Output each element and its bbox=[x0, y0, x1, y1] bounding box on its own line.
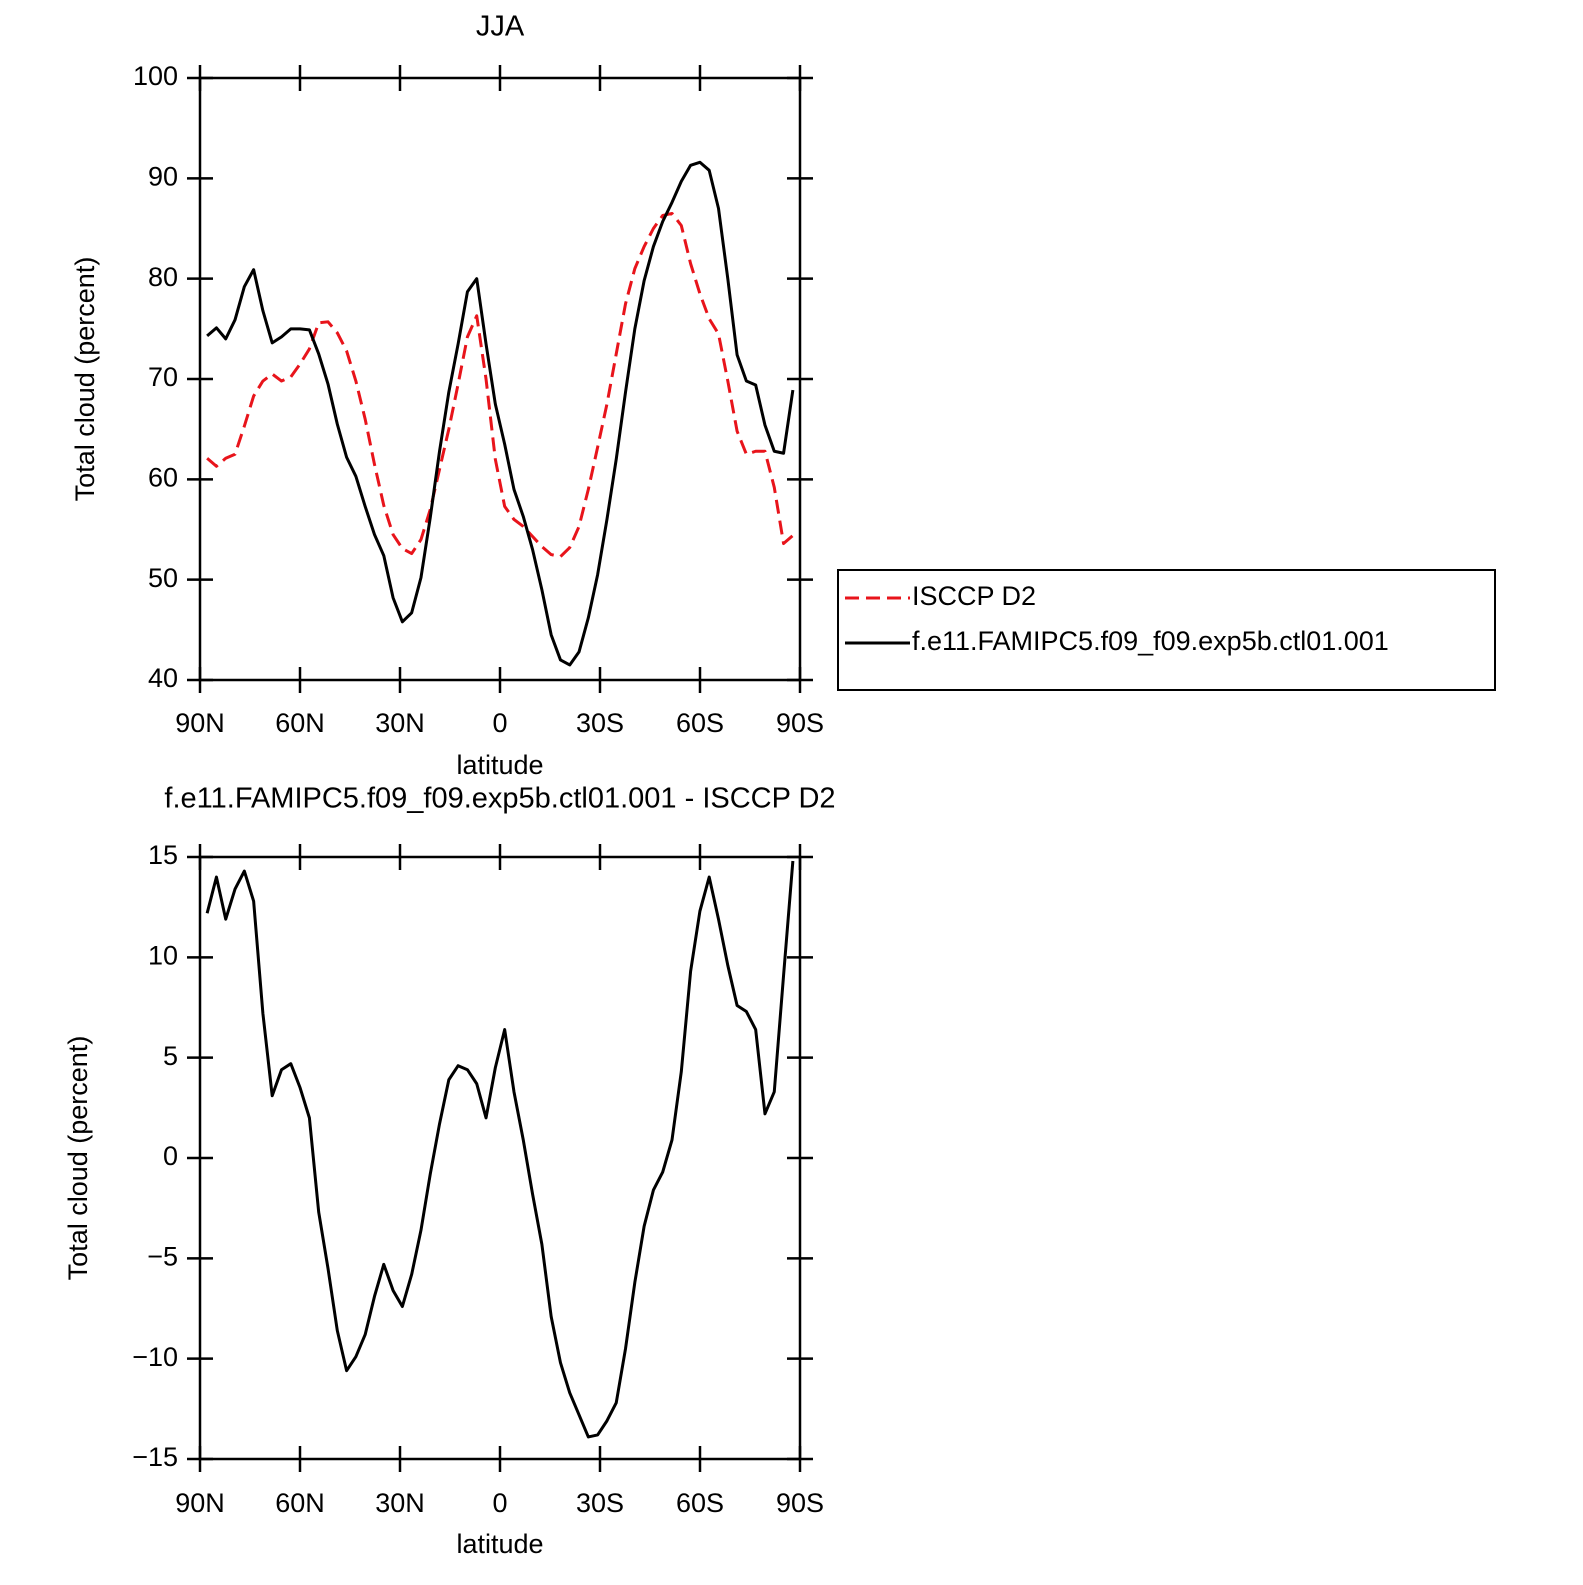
y-tick-label: 0 bbox=[163, 1141, 178, 1171]
legend-label: ISCCP D2 bbox=[912, 581, 1036, 611]
y-tick-label: −10 bbox=[132, 1342, 178, 1372]
x-tick-label: 0 bbox=[492, 708, 507, 738]
plot-frame bbox=[198, 855, 802, 1461]
y-tick-label: −15 bbox=[132, 1442, 178, 1472]
x-tick-label: 60N bbox=[275, 708, 325, 738]
x-tick-label: 90N bbox=[175, 1488, 225, 1518]
legend-label: f.e11.FAMIPC5.f09_f09.exp5b.ctl01.001 bbox=[912, 626, 1389, 656]
x-tick-label: 30N bbox=[375, 708, 425, 738]
data-line bbox=[206, 160, 795, 667]
y-tick-label: 10 bbox=[148, 940, 178, 970]
x-tick-label: 90S bbox=[776, 1488, 824, 1518]
data-line bbox=[205, 860, 795, 1439]
y-tick-label: 5 bbox=[163, 1041, 178, 1071]
x-tick-label: 30S bbox=[576, 1488, 624, 1518]
y-tick-label: 90 bbox=[148, 161, 178, 191]
y-tick-label: 60 bbox=[148, 462, 178, 492]
x-axis-label: latitude bbox=[456, 750, 543, 780]
y-tick-label: 100 bbox=[133, 61, 178, 91]
chart-title: f.e11.FAMIPC5.f09_f09.exp5b.ctl01.001 - … bbox=[164, 783, 835, 815]
x-tick-label: 30S bbox=[576, 708, 624, 738]
chart-title: JJA bbox=[476, 11, 525, 43]
x-tick-label: 60S bbox=[676, 708, 724, 738]
y-tick-label: 70 bbox=[148, 362, 178, 392]
y-tick-label: 15 bbox=[148, 840, 178, 870]
x-tick-label: 30N bbox=[375, 1488, 425, 1518]
y-axis-label: Total cloud (percent) bbox=[63, 1036, 93, 1281]
y-tick-label: 40 bbox=[148, 663, 178, 693]
x-tick-label: 60N bbox=[275, 1488, 325, 1518]
y-axis-label: Total cloud (percent) bbox=[70, 257, 100, 502]
x-tick-label: 90S bbox=[776, 708, 824, 738]
x-axis-label: latitude bbox=[456, 1529, 543, 1559]
plot-frame bbox=[198, 76, 802, 682]
x-tick-label: 60S bbox=[676, 1488, 724, 1518]
y-tick-label: 50 bbox=[148, 563, 178, 593]
y-tick-label: −5 bbox=[147, 1241, 178, 1271]
x-tick-label: 0 bbox=[492, 1488, 507, 1518]
y-tick-label: 80 bbox=[148, 262, 178, 292]
legend-box bbox=[837, 569, 1496, 691]
data-line bbox=[206, 211, 794, 559]
x-tick-label: 90N bbox=[175, 708, 225, 738]
